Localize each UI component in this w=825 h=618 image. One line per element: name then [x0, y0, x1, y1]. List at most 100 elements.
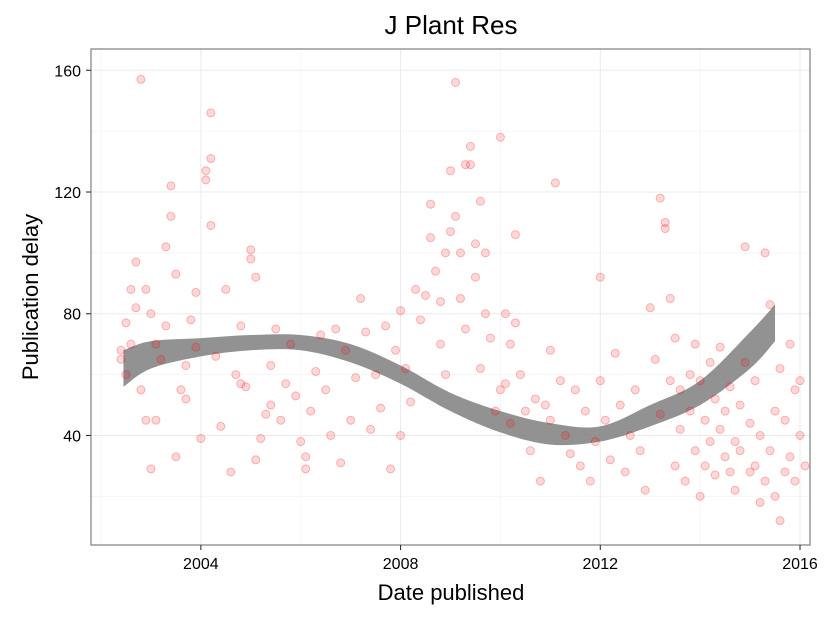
data-point — [376, 403, 386, 413]
smooth-band — [123, 304, 776, 446]
data-point — [795, 376, 805, 386]
data-point — [785, 339, 795, 349]
data-point — [710, 394, 720, 404]
data-point — [740, 242, 750, 252]
data-point — [161, 242, 171, 252]
data-point — [201, 175, 211, 185]
data-point — [450, 211, 460, 221]
data-point — [161, 321, 171, 331]
data-point — [620, 467, 630, 477]
data-point — [685, 406, 695, 416]
data-point — [301, 464, 311, 474]
data-point — [341, 345, 351, 355]
data-point — [765, 446, 775, 456]
data-point — [266, 400, 276, 410]
y-tick-label: 160 — [54, 63, 81, 80]
grid — [91, 49, 810, 545]
data-point — [206, 154, 216, 164]
data-point — [251, 455, 261, 465]
data-point — [760, 476, 770, 486]
data-point — [421, 290, 431, 300]
data-point — [361, 327, 371, 337]
data-point — [505, 418, 515, 428]
data-point — [171, 269, 181, 279]
data-point — [186, 315, 196, 325]
panel-border — [90, 48, 811, 546]
data-point — [465, 141, 475, 151]
data-point — [181, 360, 191, 370]
data-point — [151, 415, 161, 425]
data-point — [780, 415, 790, 425]
data-point — [685, 370, 695, 380]
data-point — [545, 345, 555, 355]
data-point — [306, 406, 316, 416]
data-point — [485, 333, 495, 343]
data-point — [520, 406, 530, 416]
data-point — [605, 455, 615, 465]
data-point — [446, 227, 455, 237]
data-point — [735, 400, 745, 410]
data-point — [211, 351, 221, 361]
data-point — [401, 364, 411, 374]
data-point — [640, 485, 650, 495]
data-point — [121, 318, 131, 328]
data-point — [266, 360, 276, 370]
data-point — [510, 230, 520, 240]
data-point — [236, 379, 246, 389]
data-point — [535, 476, 545, 486]
y-axis-title: Publication delay — [18, 214, 43, 380]
data-point — [146, 309, 156, 319]
data-point — [705, 357, 715, 367]
data-point — [311, 367, 321, 377]
data-point — [191, 287, 201, 297]
data-point — [460, 160, 470, 170]
data-point — [690, 339, 700, 349]
data-point — [745, 418, 755, 428]
data-point — [650, 354, 660, 364]
data-point — [715, 342, 725, 352]
data-point — [540, 400, 550, 410]
data-point — [565, 449, 575, 459]
data-point — [241, 382, 251, 392]
data-point — [441, 370, 451, 380]
data-point — [426, 199, 436, 209]
data-point — [655, 409, 665, 419]
data-point — [136, 385, 146, 395]
data-point — [166, 211, 176, 221]
data-point — [645, 303, 655, 313]
data-point — [615, 400, 625, 410]
data-point — [625, 430, 635, 440]
data-point — [436, 297, 446, 307]
data-point — [346, 415, 356, 425]
data-point — [281, 379, 291, 389]
data-point — [730, 485, 740, 495]
data-point — [460, 324, 470, 334]
data-point — [326, 430, 336, 440]
data-point — [371, 370, 381, 380]
data-point — [580, 406, 590, 416]
data-point — [705, 437, 715, 447]
data-point — [695, 491, 705, 501]
data-point — [635, 446, 645, 456]
data-point — [760, 248, 770, 258]
data-point — [406, 397, 416, 407]
data-point — [750, 376, 760, 386]
data-point — [431, 266, 441, 276]
data-point — [246, 254, 256, 264]
x-tick-labels: 2004 2008 2012 2016 — [183, 556, 818, 573]
data-point — [670, 333, 680, 343]
data-point — [391, 345, 401, 355]
data-point — [465, 160, 475, 170]
data-point — [475, 364, 485, 374]
data-point — [296, 437, 306, 447]
data-point — [675, 424, 685, 434]
data-point — [191, 342, 201, 352]
data-point — [780, 467, 790, 477]
x-tick-label: 2012 — [582, 556, 618, 573]
data-point — [590, 437, 600, 447]
data-point — [261, 409, 271, 419]
data-point — [121, 370, 131, 380]
data-point — [665, 294, 675, 304]
data-point — [630, 385, 640, 395]
data-point — [480, 309, 490, 319]
